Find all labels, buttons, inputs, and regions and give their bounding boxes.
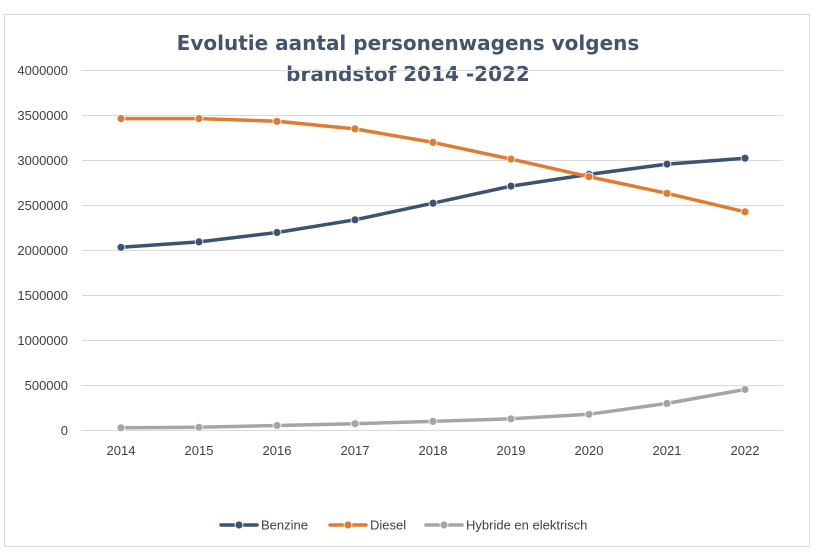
legend-label: Benzine: [261, 518, 308, 533]
x-tick-label: 2019: [497, 443, 526, 458]
series-lines: [116, 114, 750, 433]
data-point: [506, 181, 516, 191]
y-tick-label: 0: [61, 423, 68, 438]
chart-title-line-2: brandstof 2014 -2022: [286, 62, 530, 86]
data-point: [272, 421, 282, 430]
x-tick-label: 2018: [419, 443, 448, 458]
data-point: [662, 188, 672, 198]
data-point: [194, 114, 204, 123]
legend: Benzine Diesel Hybride en elektrisch: [219, 518, 587, 533]
x-tick-label: 2021: [653, 443, 682, 458]
series-benzine: [116, 153, 750, 252]
y-tick-label: 2000000: [17, 243, 68, 258]
x-axis-ticks: 2014 2015 2016 2017 2018 2019 2020 2021 2022: [107, 443, 760, 458]
x-tick-label: 2015: [185, 443, 214, 458]
data-point: [116, 114, 126, 123]
data-point: [740, 207, 750, 217]
legend-item: Hybride en elektrisch: [424, 518, 587, 533]
data-point: [350, 124, 360, 134]
data-point: [194, 237, 204, 247]
legend-label: Hybride en elektrisch: [466, 518, 587, 533]
data-point: [428, 137, 438, 147]
data-point: [116, 242, 126, 252]
y-axis-ticks: 0 500000 1000000 1500000 2000000 2500000 30000…: [17, 63, 68, 438]
data-point: [662, 398, 672, 408]
data-point: [506, 154, 516, 164]
series-hybride-en-elektrisch: [116, 385, 750, 433]
y-tick-label: 4000000: [17, 63, 68, 78]
legend-swatch-marker: [343, 520, 353, 530]
data-point: [428, 416, 438, 426]
data-point: [584, 409, 594, 419]
data-point: [662, 159, 672, 169]
y-tick-label: 1500000: [17, 288, 68, 303]
x-tick-label: 2022: [731, 443, 760, 458]
data-point: [350, 419, 360, 429]
legend-label: Diesel: [370, 518, 406, 533]
data-point: [272, 228, 282, 237]
y-tick-label: 3000000: [17, 153, 68, 168]
legend-swatch-marker: [439, 520, 449, 530]
y-tick-label: 1000000: [17, 333, 68, 348]
chart-border: [4, 14, 810, 547]
y-tick-label: 500000: [25, 378, 68, 393]
x-tick-label: 2016: [263, 443, 292, 458]
x-tick-label: 2014: [107, 443, 136, 458]
data-point: [584, 172, 594, 182]
data-point: [428, 198, 438, 208]
data-point: [194, 422, 204, 432]
series-diesel: [116, 114, 750, 217]
y-tick-label: 2500000: [17, 198, 68, 213]
data-point: [740, 153, 750, 163]
legend-item: Benzine: [219, 518, 308, 533]
data-point: [740, 385, 750, 394]
legend-item: Diesel: [328, 518, 406, 533]
x-tick-label: 2017: [341, 443, 370, 458]
data-point: [350, 215, 360, 225]
chart-title-line-1: Evolutie aantal personenwagens volgens: [177, 31, 640, 55]
data-point: [506, 414, 516, 424]
legend-swatch-marker: [234, 520, 244, 530]
x-tick-label: 2020: [575, 443, 604, 458]
data-point: [116, 423, 126, 433]
data-point: [272, 116, 282, 126]
y-tick-label: 3500000: [17, 108, 68, 123]
